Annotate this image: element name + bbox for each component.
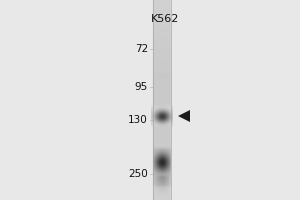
Polygon shape <box>178 110 190 122</box>
Text: 130: 130 <box>128 115 148 125</box>
Text: K562: K562 <box>151 14 179 24</box>
Text: 95: 95 <box>135 82 148 92</box>
Text: 72: 72 <box>135 44 148 54</box>
Text: 250: 250 <box>128 169 148 179</box>
